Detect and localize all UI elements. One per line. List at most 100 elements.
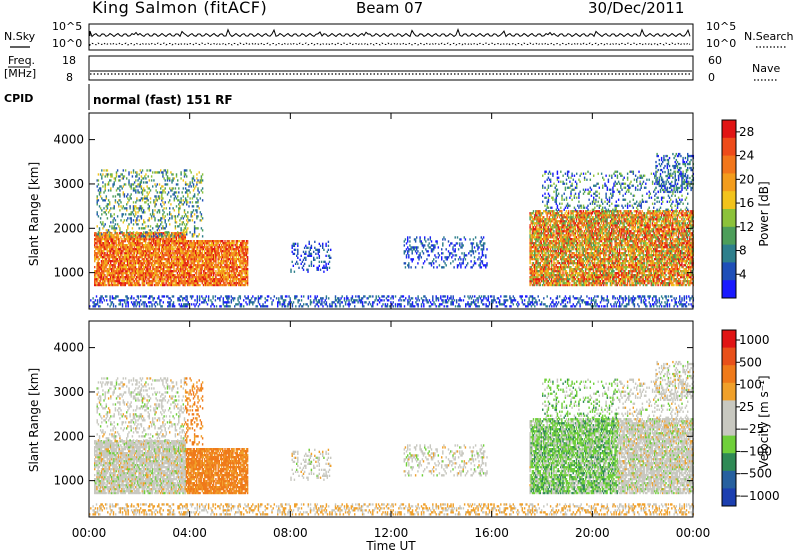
power-cell [105, 258, 106, 260]
power-cell [179, 260, 180, 262]
power-cell [133, 231, 134, 233]
power-cell [316, 257, 317, 259]
power-cell [293, 265, 294, 267]
power-cell [141, 232, 142, 234]
power-cell [119, 175, 120, 177]
power-cell [123, 191, 124, 193]
power-cell [201, 175, 202, 177]
power-cell [548, 280, 549, 282]
power-cell [409, 236, 410, 238]
power-cell [144, 175, 145, 177]
power-cell [171, 278, 172, 280]
power-cell [537, 260, 538, 262]
power-cell [297, 249, 298, 251]
power-cell [153, 199, 154, 201]
power-cell [434, 246, 435, 248]
power-cell [186, 233, 187, 235]
power-cell [184, 215, 185, 217]
power-cell [446, 248, 447, 250]
power-cell [99, 262, 100, 264]
power-cell [236, 262, 237, 264]
power-cell [160, 187, 161, 189]
power-cell [548, 248, 549, 250]
power-cell [460, 264, 461, 266]
power-cell [545, 254, 546, 256]
power-cell [134, 207, 135, 209]
power-cell [185, 187, 186, 189]
power-cell [223, 258, 224, 260]
power-cell [98, 231, 99, 233]
power-cell [118, 203, 119, 205]
power-cell [173, 268, 174, 270]
power-cell [167, 183, 168, 185]
power-cell [169, 223, 170, 225]
power-cell [134, 187, 135, 189]
power-cell [116, 262, 117, 264]
power-cell [311, 265, 312, 267]
power-cell [111, 175, 112, 177]
power-cell [539, 230, 540, 232]
power-cell [247, 242, 248, 244]
power-cell [303, 259, 304, 261]
power-cell [184, 229, 185, 231]
power-cell [126, 231, 127, 233]
power-cell [148, 225, 149, 227]
power-cell [201, 177, 202, 179]
power-cell [328, 241, 329, 243]
power-cell [422, 250, 423, 252]
power-cell [135, 213, 136, 215]
power-cell [417, 262, 418, 264]
power-cell [150, 250, 151, 252]
power-cell [116, 256, 117, 258]
nsky-label: N.Sky [4, 30, 36, 43]
power-cell [233, 240, 234, 242]
power-cell [108, 262, 109, 264]
power-cell [187, 221, 188, 223]
power-cell [152, 209, 153, 211]
power-cell [416, 236, 417, 238]
power-cell [170, 250, 171, 252]
power-cell [194, 187, 195, 189]
power-cell [474, 246, 475, 248]
power-cell [117, 223, 118, 225]
power-cell [216, 244, 217, 246]
power-cell [553, 230, 554, 232]
power-cell [309, 243, 310, 245]
power-cell [196, 258, 197, 260]
power-cell [229, 250, 230, 252]
power-cell [325, 243, 326, 245]
power-cell [100, 195, 101, 197]
power-cell [330, 249, 331, 251]
power-cell [135, 179, 136, 181]
power-cell [125, 240, 126, 242]
power-cell [144, 282, 145, 284]
power-cell [166, 235, 167, 237]
power-cell [171, 215, 172, 217]
power-cell [162, 276, 163, 278]
power-cell [124, 195, 125, 197]
power-cell [545, 242, 546, 244]
power-cell [178, 266, 179, 268]
power-cell [427, 250, 428, 252]
power-cell [533, 210, 534, 212]
power-cell [319, 251, 320, 253]
power-cell [222, 240, 223, 242]
power-cell [110, 207, 111, 209]
power-cell [189, 191, 190, 193]
power-cell [545, 266, 546, 268]
power-cell [135, 264, 136, 266]
power-cell [161, 266, 162, 268]
power-cell [540, 282, 541, 284]
power-cell [449, 244, 450, 246]
power-cell [118, 205, 119, 207]
power-cell [552, 248, 553, 250]
power-cell [322, 245, 323, 247]
power-cell [484, 242, 485, 244]
power-cell [221, 258, 222, 260]
power-cell [159, 171, 160, 173]
power-cell [196, 181, 197, 183]
power-cell [186, 169, 187, 171]
power-cell [450, 262, 451, 264]
power-cell [98, 179, 99, 181]
power-cell [202, 266, 203, 268]
